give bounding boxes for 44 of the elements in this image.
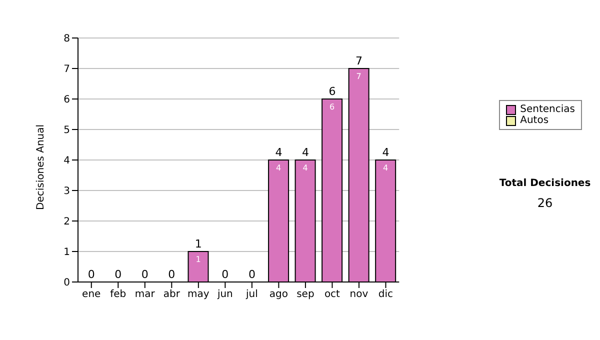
text: Total Decisiones: [498, 178, 592, 189]
data-label: 6: [330, 102, 335, 112]
x-tick-label: jul: [244, 289, 258, 300]
x-tick-label: mar: [134, 289, 156, 300]
x-tick-label: sep: [296, 289, 314, 300]
x-tick-label: oct: [324, 289, 340, 300]
x-tick-label: may: [188, 289, 210, 300]
x-tick-label: nov: [350, 289, 368, 300]
total-label: 0: [88, 268, 95, 281]
legend-label: Sentencias: [520, 104, 575, 115]
total-label: 6: [328, 85, 336, 98]
y-tick-label: 5: [64, 125, 70, 136]
x-tick-label: ago: [269, 289, 288, 300]
total-label: 4: [275, 146, 282, 159]
total-label: 0: [168, 268, 176, 281]
total-label: 4: [382, 146, 390, 159]
data-label: 4: [302, 164, 308, 173]
text: 26: [536, 196, 554, 210]
legend-label: Autos: [520, 115, 549, 126]
data-label: 7: [356, 72, 362, 82]
total-label: 4: [302, 146, 309, 159]
x-tick-label: feb: [110, 289, 126, 300]
data-label: 4: [383, 164, 388, 173]
y-axis-title: Decisiones Anual: [36, 124, 47, 210]
y-tick-label: 7: [64, 64, 70, 76]
y-tick-label: 1: [64, 247, 70, 258]
total-label: 0: [248, 268, 256, 281]
data-label: 1: [196, 255, 201, 264]
x-tick-label: ene: [82, 289, 101, 300]
y-tick-label: 2: [64, 216, 70, 228]
total-label: 0: [114, 268, 122, 281]
data-label: 4: [276, 164, 282, 173]
total-label: 1: [194, 238, 202, 250]
x-tick-label: dic: [378, 289, 394, 300]
y-tick-label: 8: [64, 34, 70, 45]
total-label: 7: [355, 54, 362, 68]
x-tick-label: abr: [163, 289, 181, 300]
y-tick-label: 4: [64, 156, 70, 167]
y-tick-label: 3: [64, 186, 70, 198]
total-label: 0: [141, 268, 148, 281]
x-tick-label: jun: [216, 289, 233, 300]
y-tick-label: 6: [64, 94, 70, 106]
y-tick-label: 0: [64, 278, 70, 289]
total-label: 0: [222, 268, 229, 281]
